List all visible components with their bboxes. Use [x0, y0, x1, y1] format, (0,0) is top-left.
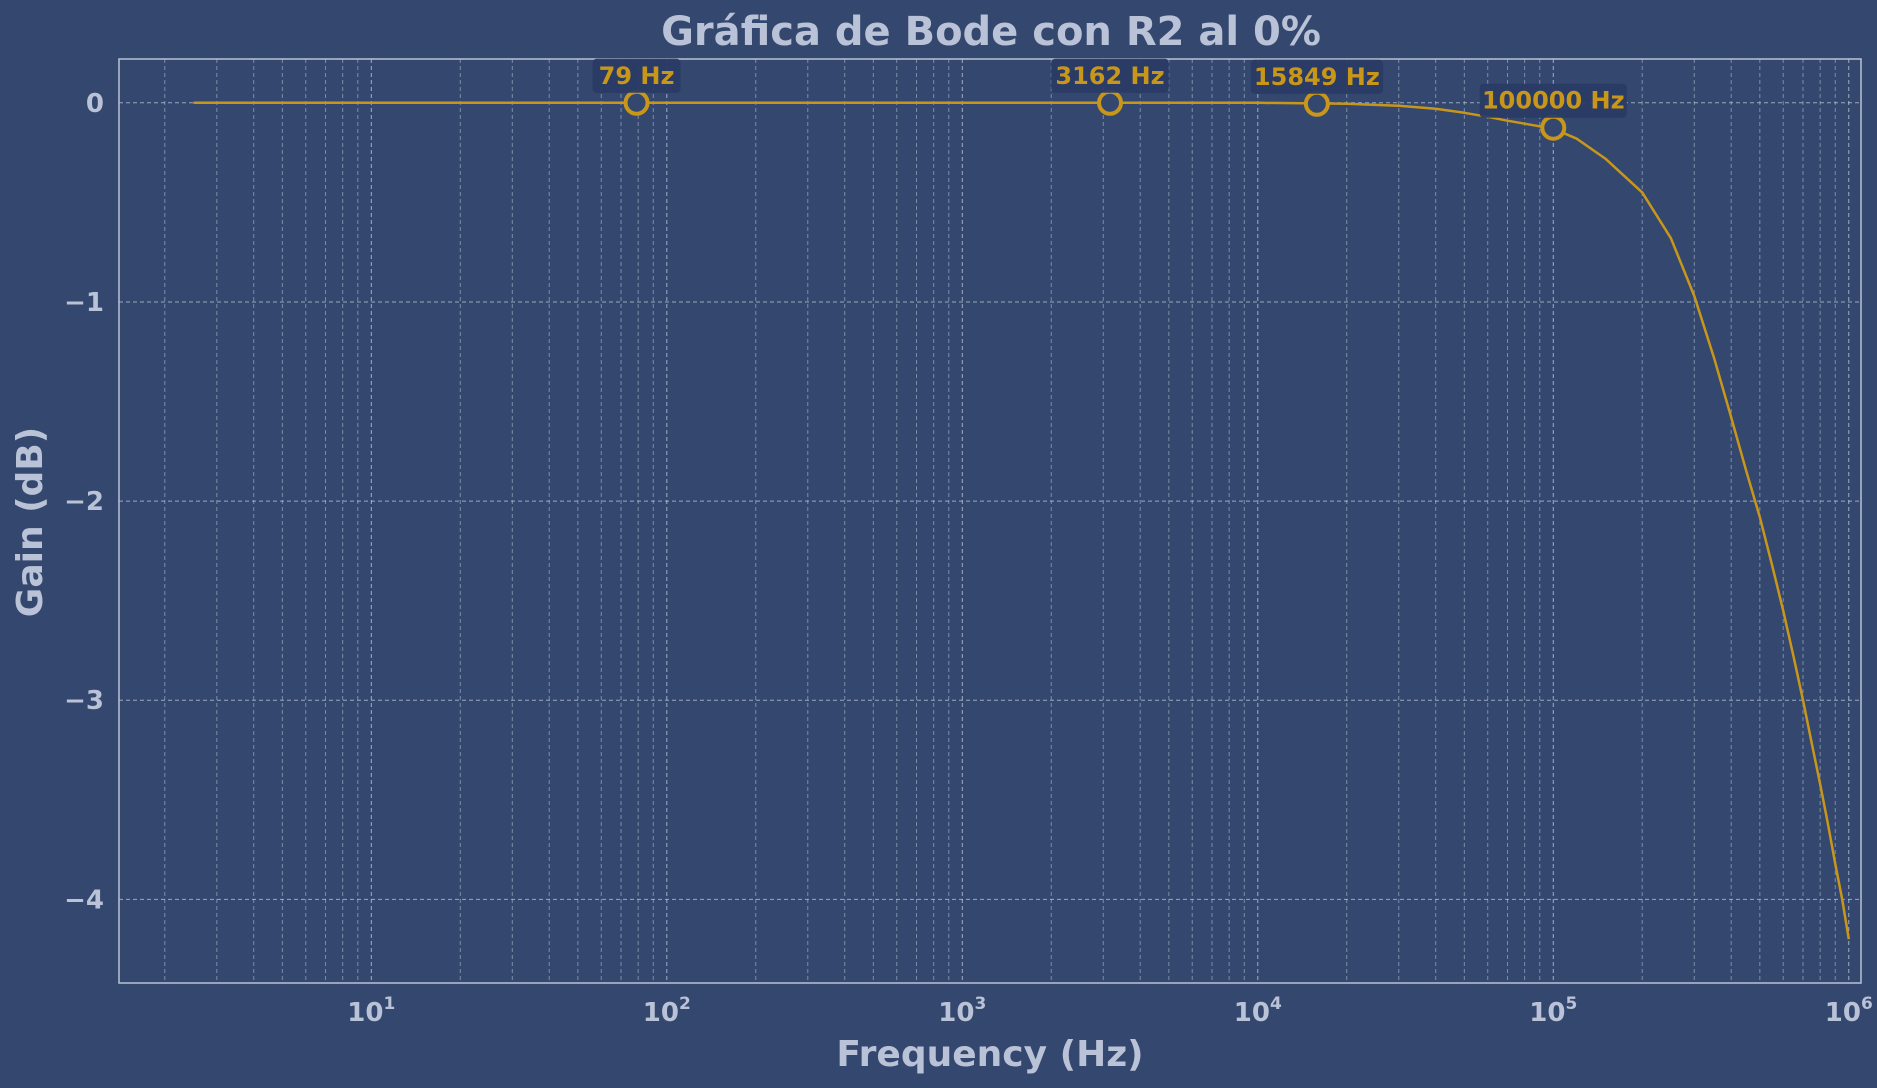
chart-title: Gráfica de Bode con R2 al 0% [661, 9, 1321, 55]
y-tick-label: −1 [64, 288, 104, 318]
x-tick-label: 103 [938, 994, 986, 1028]
y-tick-label: −3 [64, 686, 104, 716]
plot-frame [118, 58, 1862, 984]
frequency-marker: 3162 Hz [1051, 58, 1169, 116]
gain-curve [193, 101, 1851, 940]
x-tick-label: 102 [643, 994, 691, 1028]
x-tick-label: 105 [1529, 994, 1577, 1028]
y-axis-label: Gain (dB) [10, 427, 51, 617]
y-tick-label: 0 [86, 89, 104, 119]
annotation-box [1250, 59, 1384, 94]
marker-layer: 79 Hz 3162 Hz 15849 Hz 100000 Hz [592, 58, 1627, 141]
x-tick-labels: 101 102 103 104 105 106 [347, 994, 1872, 1028]
marker-point [1097, 89, 1124, 116]
marker-point [1303, 90, 1330, 117]
annotation-label: 79 Hz [599, 62, 675, 90]
x-axis-label: Frequency (Hz) [836, 1034, 1143, 1075]
marker-point [1540, 114, 1567, 141]
marker-point [623, 89, 650, 116]
x-tick-label: 104 [1234, 994, 1282, 1028]
annotation-box [1051, 58, 1169, 93]
annotation-box [1479, 83, 1627, 118]
frequency-marker: 79 Hz [592, 58, 681, 116]
frequency-marker: 15849 Hz [1250, 59, 1384, 117]
annotation-label: 100000 Hz [1482, 87, 1625, 115]
x-tick-label: 106 [1825, 994, 1873, 1028]
y-tick-label: −2 [64, 487, 104, 517]
frequency-marker: 100000 Hz [1479, 83, 1627, 141]
curve-layer [193, 101, 1851, 940]
annotation-label: 15849 Hz [1254, 63, 1380, 91]
y-tick-labels: 0 −1 −2 −3 −4 [64, 89, 104, 916]
grid [119, 59, 1861, 983]
x-tick-label: 101 [347, 994, 395, 1028]
annotation-label: 3162 Hz [1055, 62, 1164, 90]
y-tick-label: −4 [64, 885, 104, 915]
annotation-box [592, 58, 681, 93]
